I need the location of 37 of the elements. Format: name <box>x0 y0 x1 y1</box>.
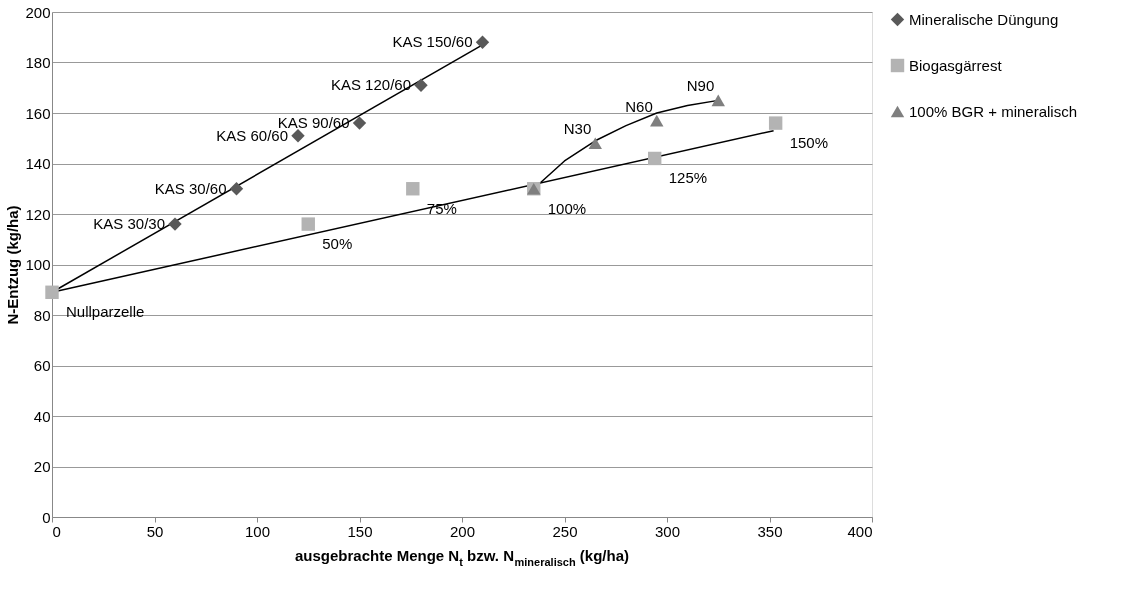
y-tick-label: 180 <box>25 54 51 71</box>
legend-label: Biogasgärrest <box>909 56 1003 74</box>
annotation: N90 <box>686 77 715 95</box>
legend-label: Mineralische Düngung <box>909 10 1059 28</box>
y-tick-label: 160 <box>25 104 51 122</box>
annotation: 100% <box>547 199 587 217</box>
annotation: KAS 150/60 <box>392 33 473 51</box>
annotation: 150% <box>789 134 829 152</box>
annotation: 125% <box>668 169 708 187</box>
legend-label: 100% BGR + mineralisch <box>909 102 1077 120</box>
annotation: 75% <box>426 199 457 217</box>
annotation: 50% <box>322 235 353 253</box>
x-tick-label: 350 <box>757 522 783 540</box>
annotation: KAS 120/60 <box>330 76 411 94</box>
y-axis-title: N-Entzug (kg/ha) <box>4 205 22 325</box>
y-tick-label: 80 <box>33 306 51 324</box>
y-tick-label: 140 <box>25 155 51 172</box>
x-tick-label: 50 <box>146 522 164 540</box>
annotation: N60 <box>625 97 653 115</box>
y-tick-label: 0 <box>42 508 51 526</box>
y-tick-label: 20 <box>33 458 51 475</box>
x-tick-label: 300 <box>654 522 681 540</box>
x-tick-label: 200 <box>449 522 476 540</box>
y-tick-label: 200 <box>25 3 51 21</box>
x-tick-label: 250 <box>552 522 578 540</box>
annotation: KAS 30/30 <box>93 215 165 233</box>
x-tick-label: 100 <box>244 522 271 540</box>
x-tick-label: 150 <box>347 522 373 540</box>
y-tick-label: 100 <box>25 256 51 273</box>
y-tick-label: 120 <box>25 205 51 223</box>
annotation: KAS 30/60 <box>154 179 227 197</box>
x-tick-label: 400 <box>847 522 873 540</box>
annotation: N30 <box>563 120 592 138</box>
y-tick-label: 40 <box>33 407 51 425</box>
annotation: Nullparzelle <box>66 303 145 321</box>
annotation: KAS 90/60 <box>277 114 350 132</box>
y-tick-label: 60 <box>33 357 51 374</box>
